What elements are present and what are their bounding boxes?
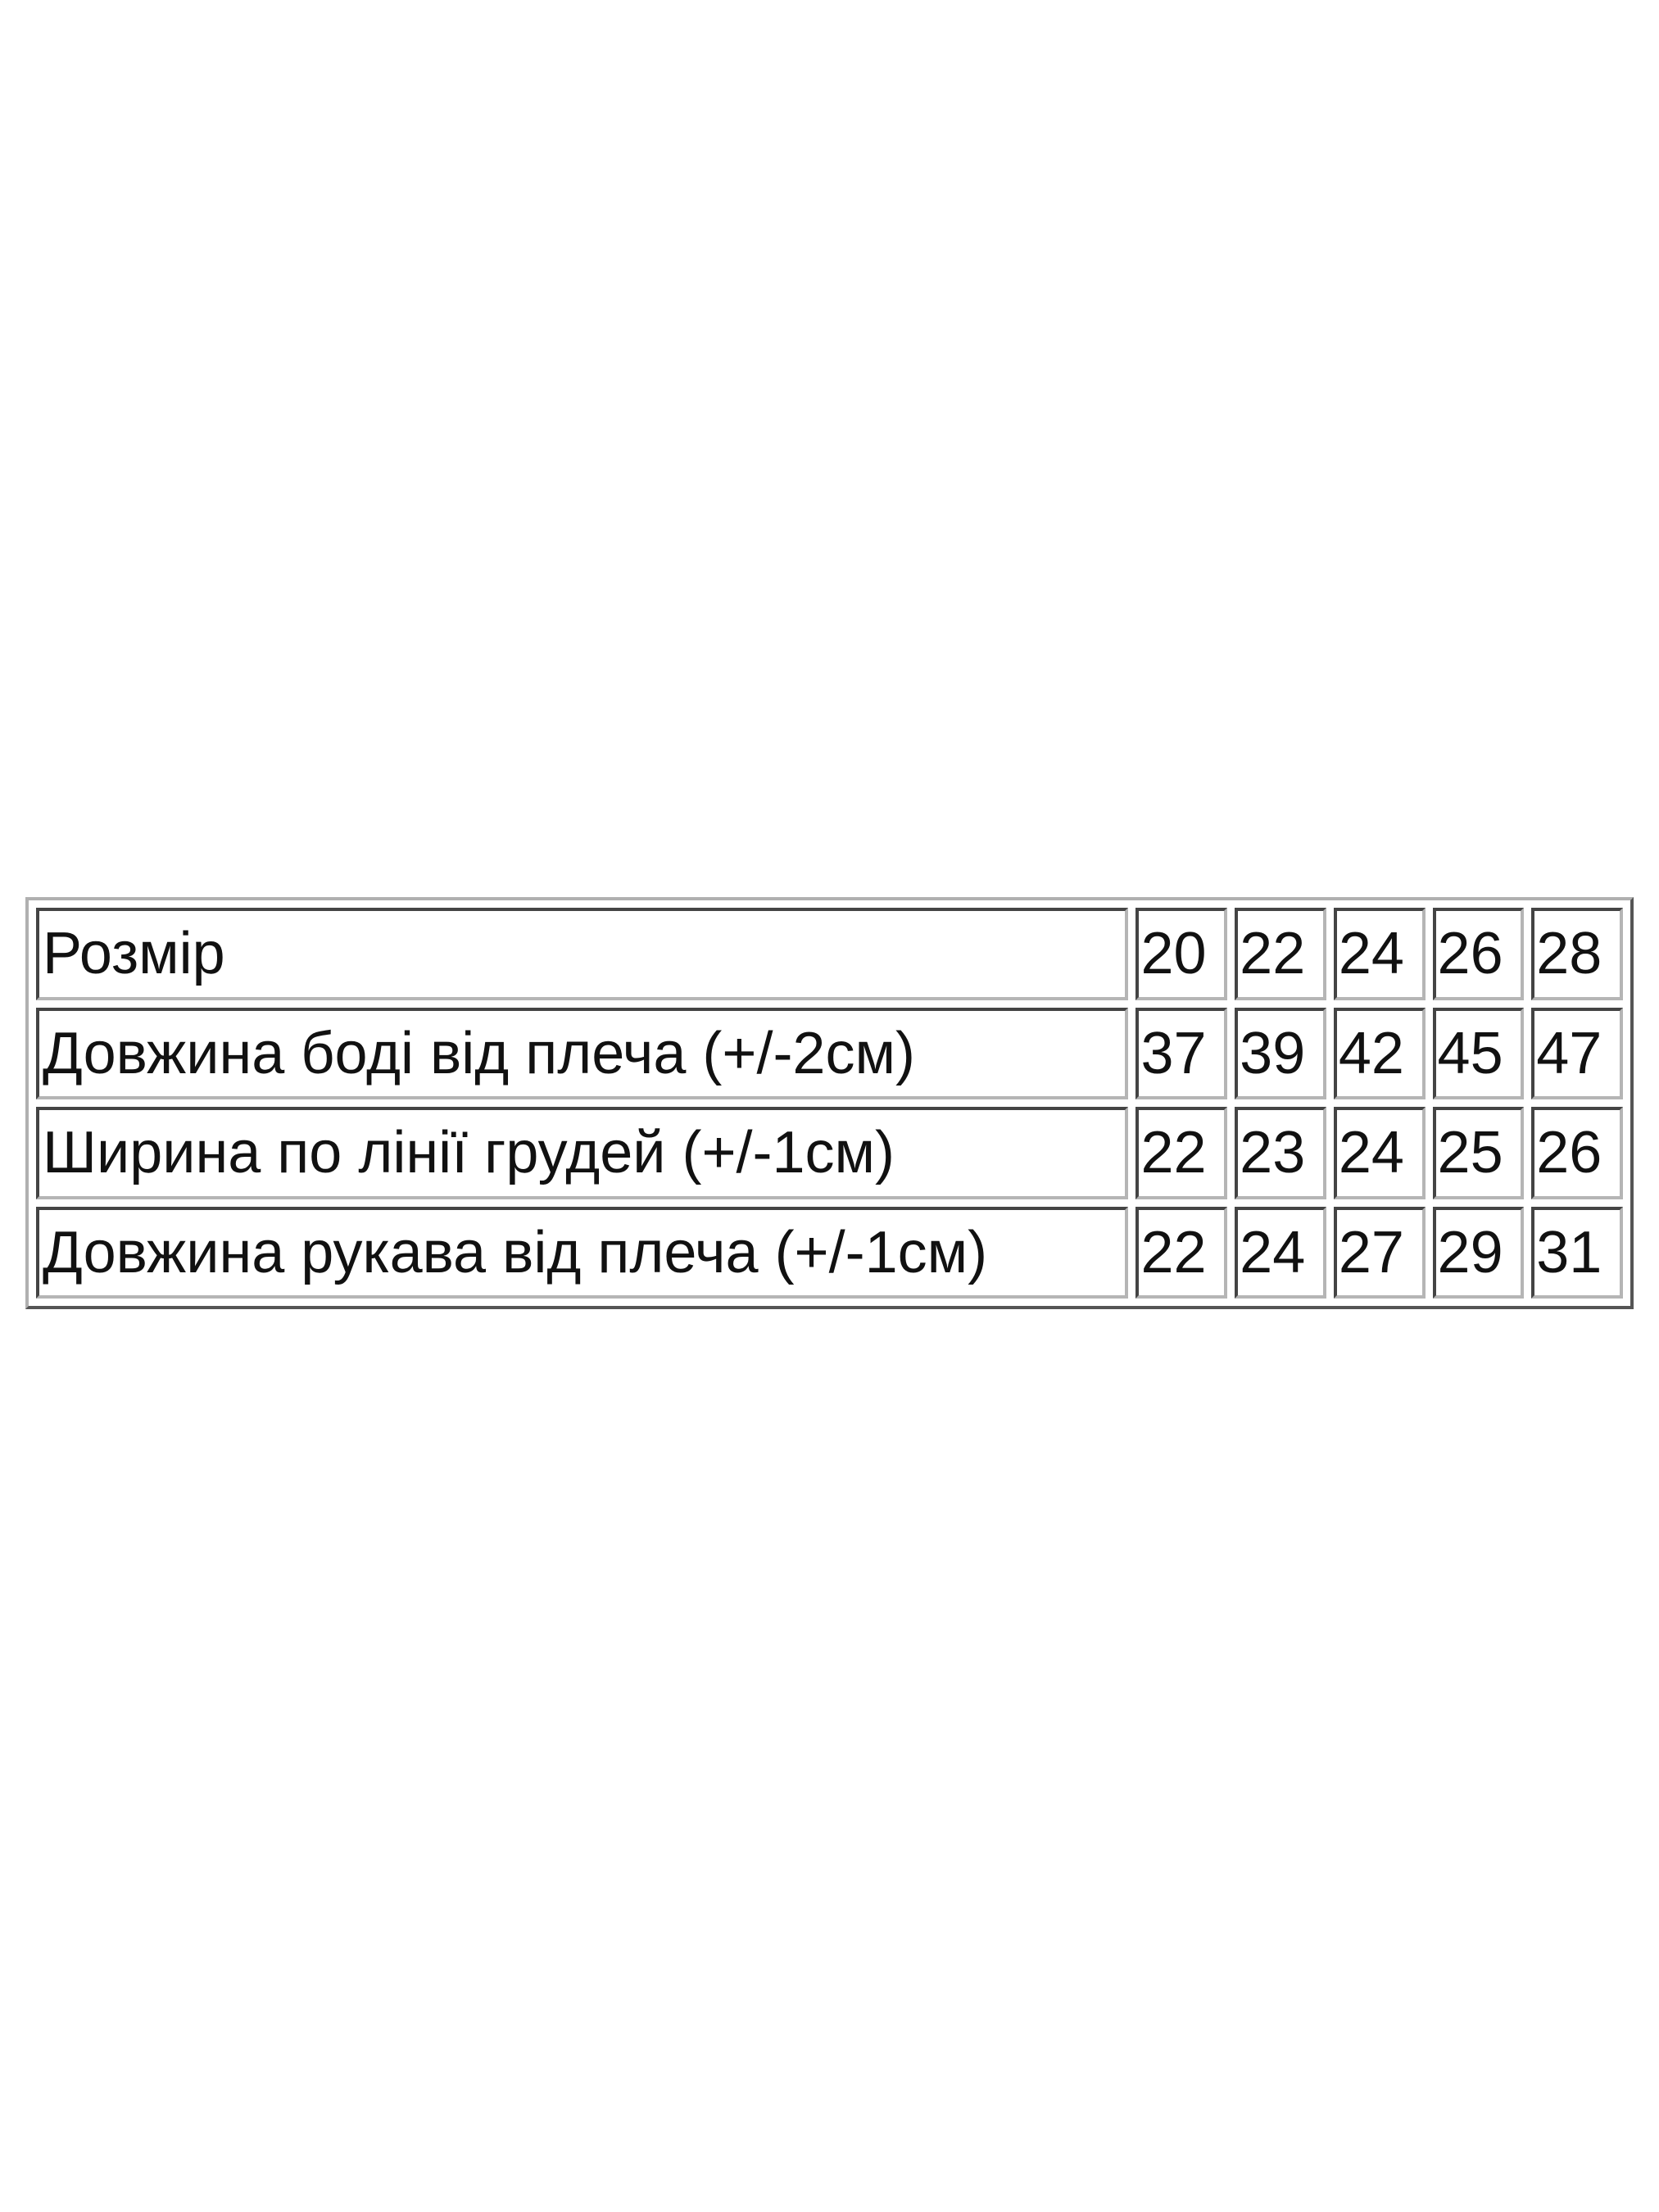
measurement-value: 42 [1333, 1007, 1426, 1099]
measurement-row: Ширина по лінії грудей (+/-1см) 22 23 24 25 2… [36, 1107, 1623, 1199]
measurement-row: Довжина боді від плеча (+/-2см) 37 39 42 45 4… [36, 1007, 1623, 1099]
measurement-value: 25 [1432, 1107, 1525, 1199]
measurement-value: 26 [1531, 1107, 1623, 1199]
size-value: 26 [1432, 908, 1525, 1000]
measurement-value: 27 [1333, 1206, 1426, 1299]
measurement-value: 37 [1135, 1007, 1228, 1099]
measurement-value: 47 [1531, 1007, 1623, 1099]
measurement-value: 31 [1531, 1206, 1623, 1299]
measurement-value: 45 [1432, 1007, 1525, 1099]
row-label: Довжина рукава від плеча (+/-1см) [36, 1206, 1129, 1299]
measurement-value: 22 [1135, 1206, 1228, 1299]
measurement-value: 22 [1135, 1107, 1228, 1199]
measurement-value: 24 [1333, 1107, 1426, 1199]
row-label: Довжина боді від плеча (+/-2см) [36, 1007, 1129, 1099]
measurement-value: 39 [1235, 1007, 1326, 1099]
row-label: Ширина по лінії грудей (+/-1см) [36, 1107, 1129, 1199]
size-value: 22 [1235, 908, 1326, 1000]
measurement-value: 23 [1235, 1107, 1326, 1199]
row-label: Розмір [36, 908, 1129, 1000]
size-value: 24 [1333, 908, 1426, 1000]
measurement-row: Довжина рукава від плеча (+/-1см) 22 24 27 2… [36, 1206, 1623, 1299]
size-value: 20 [1135, 908, 1228, 1000]
measurement-value: 29 [1432, 1206, 1525, 1299]
size-chart-table: Розмір 20 22 24 26 28 Довжина боді від плеча (… [25, 897, 1634, 1309]
size-header-row: Розмір 20 22 24 26 28 [36, 908, 1623, 1000]
measurement-value: 24 [1235, 1206, 1326, 1299]
size-value: 28 [1531, 908, 1623, 1000]
